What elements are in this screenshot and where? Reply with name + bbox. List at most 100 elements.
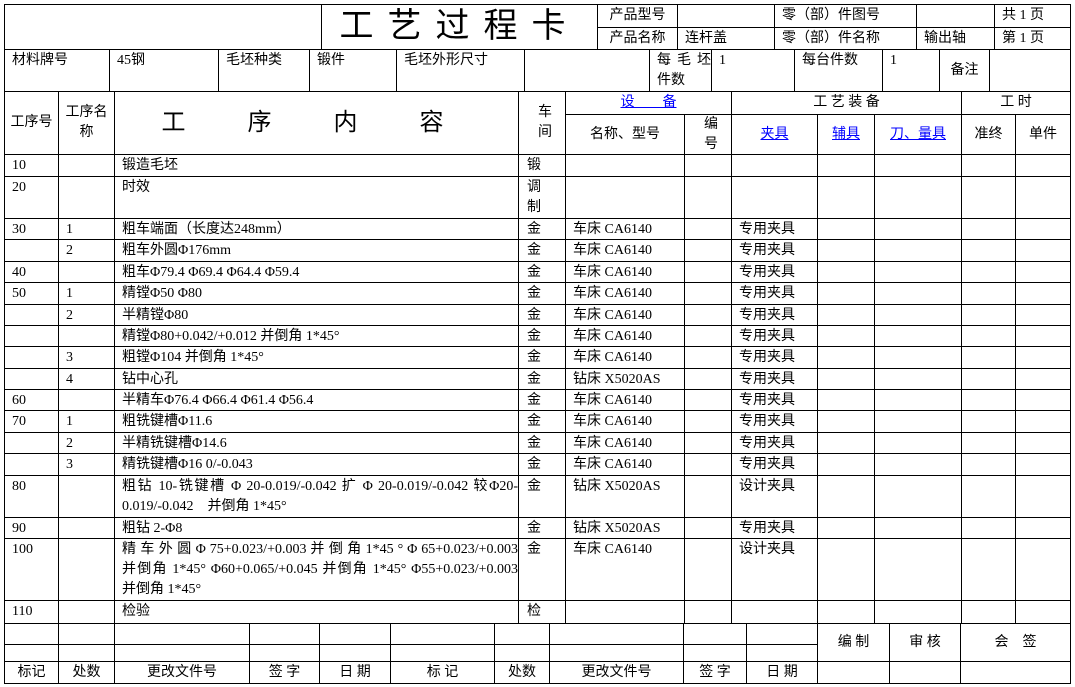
row-blank-cell — [961, 239, 1016, 262]
row-shop-text: 金 — [527, 436, 541, 451]
footer-compile: 编 制 — [817, 623, 890, 662]
row-step-text — [59, 390, 114, 391]
row-blank-cell — [817, 154, 875, 177]
row-fixture: 专用夹具 — [731, 389, 818, 411]
row-equip-no — [684, 154, 732, 177]
row-equip-no — [684, 239, 732, 262]
row-blank-cell — [817, 453, 875, 476]
row-fixture-text: 专用夹具 — [739, 308, 795, 323]
col-fixture: 夹具 — [731, 114, 818, 155]
row-shop-text: 金 — [527, 372, 541, 387]
footer-blank-cell — [746, 644, 818, 662]
row-content-text: 粗车Φ79.4 Φ69.4 Φ64.4 Φ59.4 — [122, 265, 300, 280]
row-content: 粗镗Φ104 并倒角 1*45° — [114, 346, 519, 369]
row-blank-cell — [961, 517, 1016, 539]
row-content-text: 精 车 外 圆 Φ 75+0.023/+0.003 并 倒 角 1*45 ° Φ… — [122, 542, 518, 597]
row-op-no-text: 40 — [12, 265, 26, 280]
row-blank-cell — [874, 176, 962, 219]
col-unit-text: 单件 — [1029, 126, 1057, 142]
footer-label: 签 字 — [683, 661, 747, 684]
blank-type-value: 锻件 — [309, 49, 397, 92]
footer-label-text: 签 字 — [268, 664, 301, 680]
product-model-value — [677, 4, 775, 28]
row-content: 精铣键槽Φ16 0/-0.043 — [114, 453, 519, 476]
row-equip-no — [684, 600, 732, 624]
row-blank-cell — [874, 261, 962, 283]
row-op-no-text: 50 — [12, 286, 26, 301]
footer-countersign-text: 会 签 — [994, 634, 1037, 650]
row-blank-cell — [817, 600, 875, 624]
row-fixture — [731, 176, 818, 219]
row-op-no — [4, 368, 59, 390]
row-content: 粗钻 2-Φ8 — [114, 517, 519, 539]
row-shop-text: 金 — [527, 393, 541, 408]
row-op-no-text: 20 — [12, 180, 26, 195]
row-step — [58, 517, 115, 539]
row-blank-cell — [1015, 218, 1071, 240]
row-content: 粗车Φ79.4 Φ69.4 Φ64.4 Φ59.4 — [114, 261, 519, 283]
per-blank-label: 每 毛 坯 件数 — [649, 49, 712, 92]
col-unit: 单件 — [1015, 114, 1071, 155]
row-content-text: 精铣键槽Φ16 0/-0.043 — [122, 457, 253, 472]
row-blank-cell — [874, 325, 962, 347]
row-blank-cell — [961, 304, 1016, 326]
row-fixture: 设计夹具 — [731, 475, 818, 518]
row-op-no: 10 — [4, 154, 59, 177]
row-blank-cell — [874, 475, 962, 518]
footer-blank-cell — [58, 644, 115, 662]
row-content-text: 精镗Φ50 Φ80 — [122, 286, 202, 301]
row-op-no-text: 70 — [12, 414, 26, 429]
row-fixture-text — [732, 601, 817, 602]
row-equipment-text: 车床 CA6140 — [573, 243, 652, 258]
row-op-no — [4, 304, 59, 326]
row-step: 2 — [58, 304, 115, 326]
row-blank-cell — [874, 432, 962, 454]
row-blank-cell — [961, 176, 1016, 219]
row-step: 2 — [58, 239, 115, 262]
row-fixture: 专用夹具 — [731, 517, 818, 539]
footer-label-text: 日 期 — [766, 664, 798, 680]
row-shop: 金 — [518, 475, 566, 518]
row-content: 粗铣键槽Φ11.6 — [114, 410, 519, 433]
row-shop: 金 — [518, 453, 566, 476]
row-fixture: 专用夹具 — [731, 282, 818, 305]
row-equip-no — [684, 410, 732, 433]
row-step: 3 — [58, 346, 115, 369]
row-op-no — [4, 453, 59, 476]
row-content: 检验 — [114, 600, 519, 624]
row-op-no: 80 — [4, 475, 59, 518]
row-step-text — [59, 177, 114, 178]
row-blank-cell — [817, 432, 875, 454]
row-blank-cell — [1015, 368, 1071, 390]
row-blank-cell — [961, 346, 1016, 369]
blank-size-label-text: 毛坯外形尺寸 — [404, 53, 488, 68]
row-equipment-text: 车床 CA6140 — [573, 286, 652, 301]
col-op-no-text: 工序号 — [10, 115, 53, 130]
row-equipment — [565, 154, 685, 177]
col-aux-text: 辅具 — [832, 126, 860, 142]
row-fixture: 专用夹具 — [731, 325, 818, 347]
row-blank-cell — [961, 261, 1016, 283]
col-shop-text: 车间 — [538, 105, 552, 140]
row-fixture-text: 专用夹具 — [739, 372, 795, 387]
part-name-label: 零（部）件名称 — [774, 27, 917, 50]
product-model-label: 产品型号 — [597, 4, 678, 28]
row-fixture-text: 专用夹具 — [739, 222, 795, 237]
row-step — [58, 389, 115, 411]
row-fixture: 专用夹具 — [731, 304, 818, 326]
row-equipment-text: 钻床 X5020AS — [573, 521, 661, 536]
row-op-no-text — [5, 305, 58, 306]
row-shop-text: 金 — [527, 329, 541, 344]
col-time-text: 工 时 — [1000, 95, 1032, 110]
row-blank-cell — [817, 517, 875, 539]
row-content: 钻中心孔 — [114, 368, 519, 390]
part-name-label-text: 零（部）件名称 — [782, 31, 880, 46]
row-content: 粗车外圆Φ176mm — [114, 239, 519, 262]
card-title: 工艺过程卡 — [321, 4, 598, 50]
col-equip-name: 名称、型号 — [565, 114, 685, 155]
row-op-no-text — [5, 347, 58, 348]
row-fixture: 专用夹具 — [731, 218, 818, 240]
col-tooling-text: 工 艺 装 备 — [813, 95, 880, 110]
footer-blank-cell — [114, 644, 250, 662]
row-content: 半精车Φ76.4 Φ66.4 Φ61.4 Φ56.4 — [114, 389, 519, 411]
